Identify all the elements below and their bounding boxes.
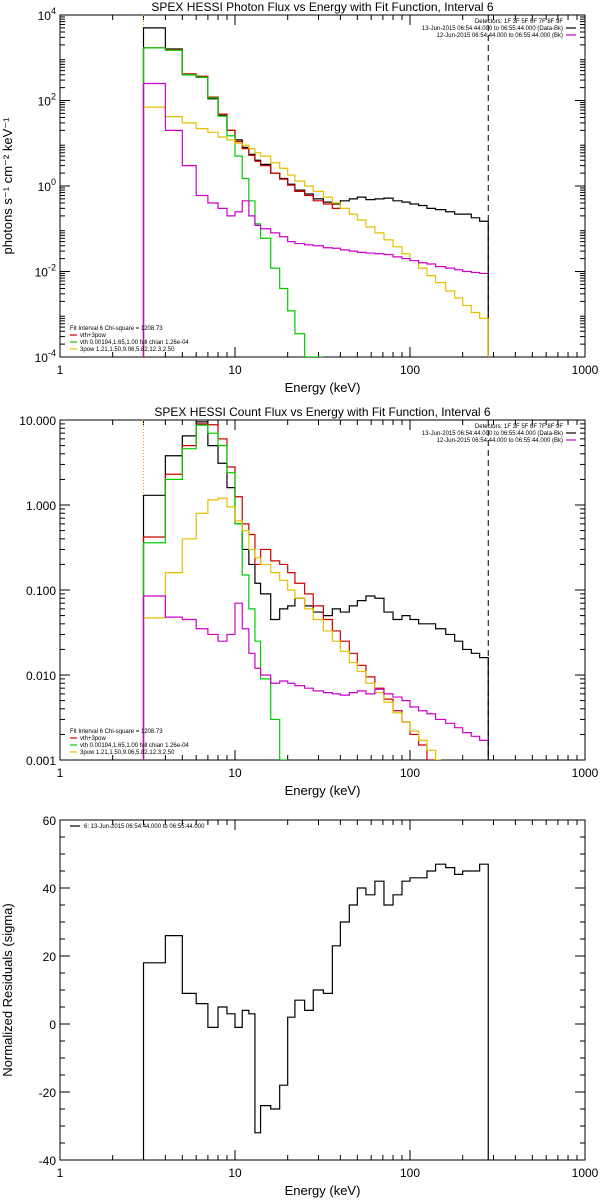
x-tick-label: 10 bbox=[228, 363, 242, 377]
x-tick-label: 1 bbox=[57, 1166, 64, 1180]
series-line-5 bbox=[142, 595, 489, 760]
y-tick-exponent: -2 bbox=[48, 263, 56, 273]
x-tick-label: 10 bbox=[228, 766, 242, 780]
series-line-4 bbox=[142, 497, 441, 760]
legend-entry: 13-Jun-2015 06:54:44.000 to 06:55:44.000… bbox=[422, 431, 563, 437]
legend-entry: 13-Jun-2015 06:54:44.000 to 06:55:44.000… bbox=[422, 26, 563, 32]
chart-title: SPEX HESSI Count Flux vs Energy with Fit… bbox=[154, 405, 490, 419]
x-tick-label: 1000 bbox=[572, 766, 599, 780]
series-line-2 bbox=[142, 423, 436, 760]
y-tick-exponent: 0 bbox=[51, 177, 56, 187]
series-line-3 bbox=[142, 424, 288, 760]
y-tick-label: 0.010 bbox=[26, 669, 56, 683]
panel-1: SPEX HESSI Photon Flux vs Energy with Fi… bbox=[0, 0, 599, 395]
legend-entry: Detectors: 1F 3F 5F 6F 7F 8F 9F bbox=[475, 19, 563, 25]
x-tick-label: 10 bbox=[228, 1166, 242, 1180]
x-tick-label: 1000 bbox=[572, 1166, 599, 1180]
legend-entry: 3pow 1.21,1.50,9.06,5.82,12.3,2.50 bbox=[80, 347, 175, 353]
panel-2: SPEX HESSI Count Flux vs Energy with Fit… bbox=[19, 405, 598, 798]
chart-title: SPEX HESSI Photon Flux vs Energy with Fi… bbox=[151, 0, 493, 14]
x-tick-label: 1 bbox=[57, 766, 64, 780]
series-group bbox=[142, 421, 489, 760]
legend-entry: Fit Interval 6 Chi-square = 1208.73 bbox=[70, 729, 163, 735]
y-axis-label: photons s⁻¹ cm⁻² keV⁻¹ bbox=[0, 117, 15, 255]
series-group bbox=[142, 863, 489, 1160]
legend-entry: Fit Interval 6 Chi-square = 1208.73 bbox=[70, 326, 163, 332]
y-tick-base: 10 bbox=[35, 351, 49, 365]
y-tick-label: 100 bbox=[38, 177, 56, 194]
series-group bbox=[142, 27, 489, 357]
y-tick-label: 104 bbox=[38, 6, 56, 23]
x-tick-label: 1000 bbox=[572, 363, 599, 377]
y-tick-label: 0.001 bbox=[26, 754, 56, 768]
legend-entry: vth+3pow bbox=[80, 333, 107, 339]
y-axis-label: Normalized Residuals (sigma) bbox=[0, 903, 15, 1076]
y-tick-label: -40 bbox=[39, 1154, 57, 1168]
series-line-1 bbox=[142, 863, 489, 1160]
y-tick-label: 10-2 bbox=[35, 263, 56, 280]
y-tick-label: -20 bbox=[39, 1086, 57, 1100]
series-line-4 bbox=[142, 106, 489, 357]
panel-3: 1 10 100 1000 -40 -20 0 20 40 60 Energy (keV) Norma… bbox=[0, 814, 599, 1198]
legend-entry: 6: 13-Jun-2015 06:54:44.000 to 06:55:44.… bbox=[84, 824, 205, 830]
y-tick-base: 10 bbox=[38, 95, 52, 109]
x-tick-label: 1 bbox=[57, 363, 64, 377]
y-tick-exponent: 4 bbox=[51, 6, 56, 16]
x-tick-label: 100 bbox=[400, 766, 420, 780]
y-tick-base: 10 bbox=[38, 180, 52, 194]
legend-entry: vth+3pow bbox=[80, 736, 107, 742]
legend-entry: 12-Jun-2015 06:54:44.000 to 06:55:44.000… bbox=[437, 33, 563, 39]
x-axis-label: Energy (keV) bbox=[285, 380, 361, 395]
x-tick-label: 100 bbox=[400, 363, 420, 377]
y-tick-label: 1.000 bbox=[26, 499, 56, 513]
y-tick-label: 102 bbox=[38, 92, 56, 109]
y-tick-label: 0 bbox=[49, 1018, 56, 1032]
y-tick-label: 10-4 bbox=[35, 348, 56, 365]
y-tick-exponent: 2 bbox=[51, 92, 56, 102]
x-tick-label: 100 bbox=[400, 1166, 420, 1180]
series-line-5 bbox=[142, 82, 489, 357]
y-tick-label: 60 bbox=[43, 814, 57, 828]
legend-entry: vth 0.00194,1.65,1.00 full chian 1.26e-0… bbox=[80, 743, 189, 749]
y-tick-base: 10 bbox=[38, 9, 52, 23]
legend-entry: 12-Jun-2015 06:54:44.000 to 06:55:44.000… bbox=[437, 438, 563, 444]
y-tick-label: 20 bbox=[43, 950, 57, 964]
legend-entry: Detectors: 1F 3F 5F 6F 7F 8F 9F bbox=[475, 424, 563, 430]
y-tick-label: 0.100 bbox=[26, 584, 56, 598]
series-line-3 bbox=[142, 47, 324, 357]
y-tick-exponent: -4 bbox=[48, 348, 56, 358]
legend-entry: vth 0.00194,1.65,1.00 full chian 1.26e-0… bbox=[80, 340, 189, 346]
legend-entry: 3pow 1.21,1.50,9.06,5.82,12.3,2.50 bbox=[80, 750, 175, 756]
y-tick-label: 10.000 bbox=[19, 414, 56, 428]
y-tick-base: 10 bbox=[35, 266, 49, 280]
y-tick-label: 40 bbox=[43, 882, 57, 896]
x-axis-label: Energy (keV) bbox=[285, 783, 361, 798]
x-axis-label: Energy (keV) bbox=[285, 1183, 361, 1198]
